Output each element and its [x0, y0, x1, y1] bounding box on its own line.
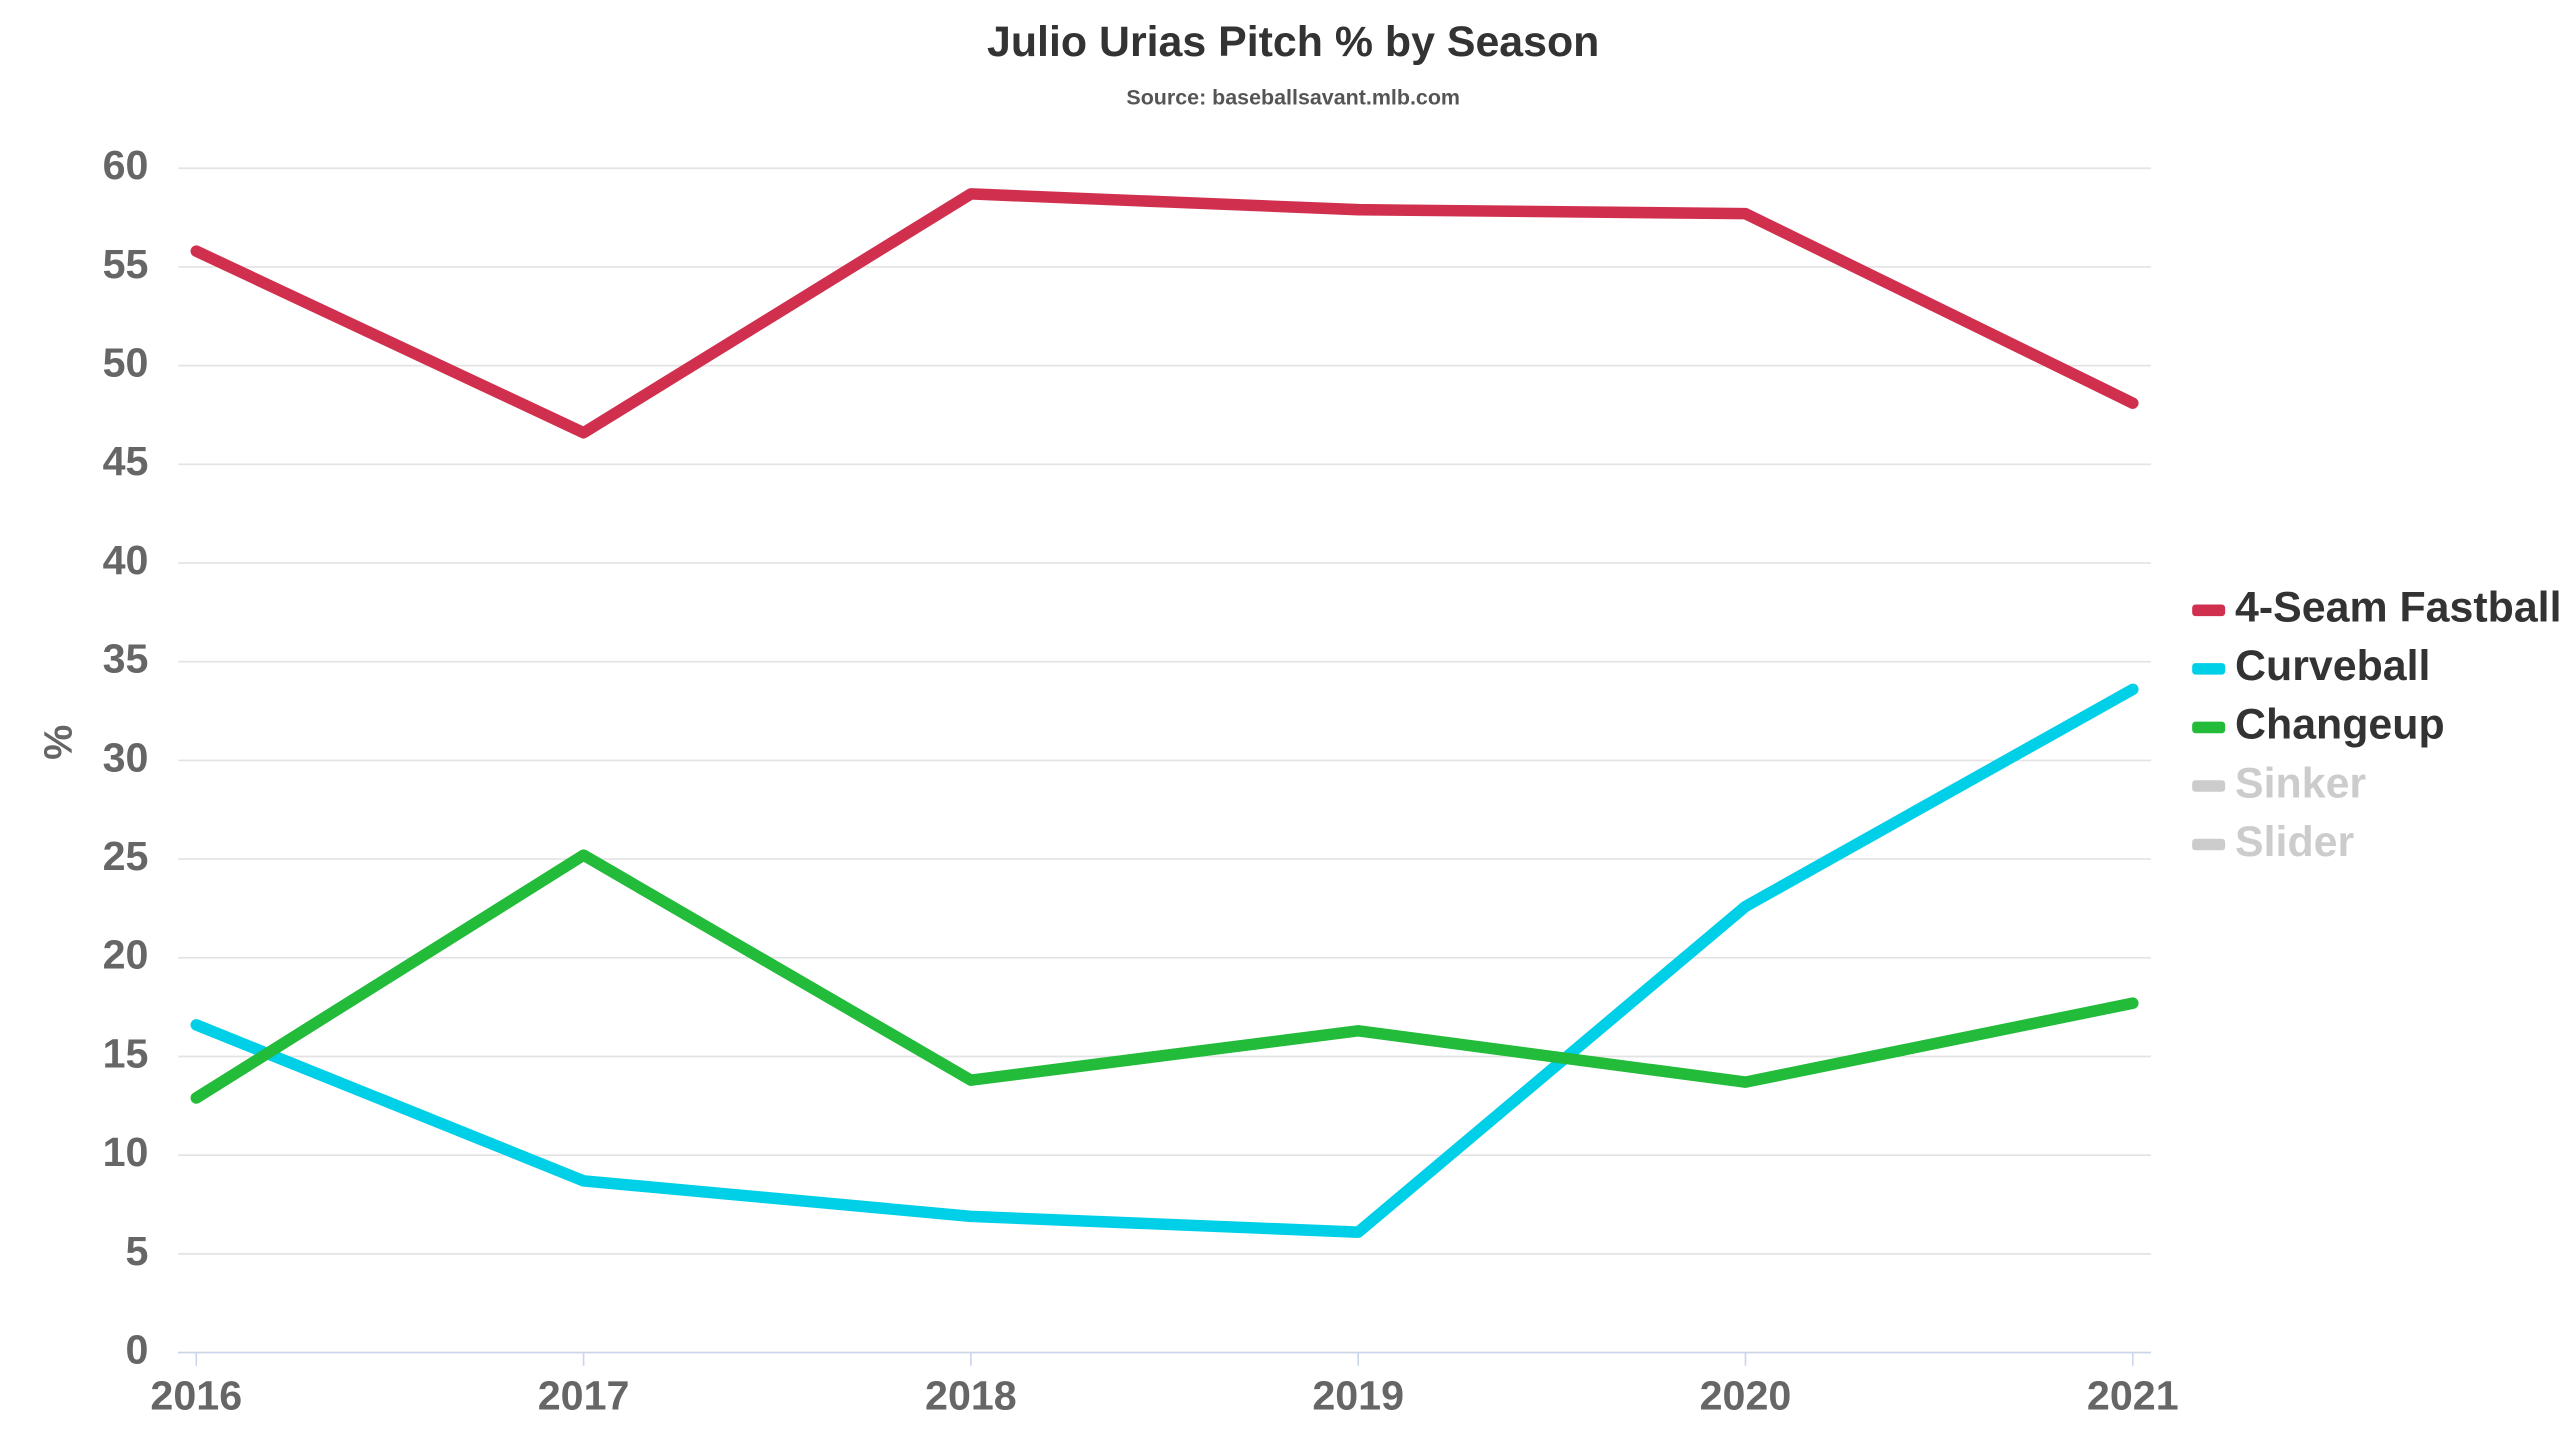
y-tick-label: 20	[103, 932, 149, 978]
y-tick-label: 5	[126, 1228, 149, 1274]
y-tick-label: 15	[103, 1030, 149, 1076]
y-tick-label: 10	[103, 1129, 149, 1175]
y-tick-label: 45	[103, 438, 149, 484]
x-tick-label: 2020	[1700, 1373, 1792, 1419]
legend-swatch	[2192, 663, 2226, 675]
y-tick-label: 50	[103, 340, 149, 386]
x-tick-label: 2016	[150, 1373, 242, 1419]
legend-label: Slider	[2235, 818, 2354, 866]
legend-swatch	[2192, 604, 2226, 617]
chart-subtitle: Source: baseballsavant.mlb.com	[1126, 86, 1460, 110]
y-tick-label: 30	[103, 734, 149, 780]
legend-swatch	[2192, 838, 2226, 851]
series-line	[190, 849, 2139, 1104]
y-tick-label: 0	[126, 1326, 149, 1372]
x-tick-label: 2018	[925, 1373, 1017, 1419]
y-tick-label: 25	[103, 833, 149, 879]
x-tick-label: 2019	[1312, 1373, 1404, 1419]
legend-swatch	[2192, 721, 2226, 734]
x-tick-label: 2021	[2087, 1373, 2179, 1419]
chart-title: Julio Urias Pitch % by Season	[987, 18, 1599, 66]
y-tick-label: 40	[103, 537, 149, 583]
legend-label: Changeup	[2235, 701, 2445, 749]
y-tick-label: 55	[103, 241, 149, 287]
series-line	[190, 188, 2139, 439]
legend-label: 4-Seam Fastball	[2235, 584, 2560, 632]
y-tick-label: 35	[103, 636, 149, 682]
legend-label: Curveball	[2235, 642, 2430, 690]
y-tick-label: 60	[103, 142, 149, 188]
series-line	[190, 683, 2139, 1238]
legend-label: Sinker	[2235, 759, 2366, 807]
legend-swatch	[2192, 780, 2226, 792]
x-tick-label: 2017	[538, 1373, 630, 1419]
y-axis-label: %	[36, 725, 80, 760]
